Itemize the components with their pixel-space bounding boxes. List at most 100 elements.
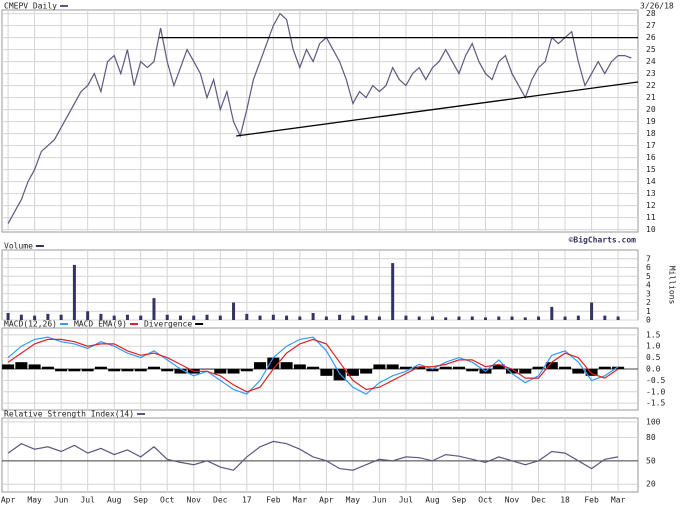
bar [147,366,160,369]
y-tick-label: 25 [646,45,656,54]
bar [112,315,116,320]
legend-label: Relative Strength Index(14) [4,410,134,419]
bar [99,313,103,320]
y-tick-label: 12 [646,201,656,210]
bar [563,316,567,320]
legend-label: CMEPV Daily [4,2,57,11]
x-tick-label: Sep [452,496,467,505]
x-tick-label: Jun [54,496,69,505]
bar [333,369,346,381]
bar [373,364,386,369]
bar [121,369,134,372]
bar [444,317,448,320]
bar [227,369,240,374]
y-tick-label: 0.0 [646,365,661,374]
y-tick-label: 20 [646,105,656,114]
bar [585,369,598,376]
y-tick-label: 23 [646,69,656,78]
bar [134,369,147,372]
bar [537,316,541,320]
y-tick-label: 10 [646,225,656,234]
y-tick-label: 15 [646,165,656,174]
bar [108,369,121,372]
bar [510,316,514,320]
bar [430,316,434,320]
bar [417,316,421,320]
bar [612,366,625,369]
bar [285,315,289,320]
bar [19,314,23,320]
bar [205,314,209,320]
bar [452,366,465,369]
bar [545,362,558,369]
bar [466,369,479,372]
y-tick-label: 24 [646,57,656,66]
bar [240,369,253,372]
bar [391,263,395,320]
y-tick-label: 19 [646,117,656,126]
series-line [7,12,632,224]
y-tick-label: 17 [646,141,656,150]
y-tick-label: 4 [646,281,651,290]
bar [298,316,302,320]
y-tick-label: 1.5 [646,330,661,339]
bar [426,369,439,372]
bar [404,315,408,320]
y-tick-label: 50 [646,456,656,465]
bar [293,364,306,369]
y-tick-label: 1 [646,307,651,316]
bar [311,313,315,320]
bar [519,369,532,374]
y-tick-label: 11 [646,213,656,222]
x-tick-label: Aug [107,496,122,505]
bar [377,316,381,320]
x-tick-label: Mar [293,496,308,505]
bar [413,366,426,369]
bar [351,315,355,320]
y-tick-label: 5 [646,272,651,281]
y-tick-label: -0.5 [646,376,665,385]
bar [320,369,333,376]
bar [324,316,328,320]
x-tick-label: Jul [80,496,95,505]
bar [307,366,320,369]
x-tick-label: Apr [1,496,16,505]
bar [550,306,554,320]
x-tick-label: Jun [372,496,387,505]
y-tick-label: 28 [646,9,656,18]
y-tick-label: 0 [646,316,651,325]
bar [165,314,169,320]
bar [532,366,545,369]
legend-label: MACD(12,26) [4,320,57,329]
y-tick-label: 0.5 [646,353,661,362]
bar [161,369,174,372]
legend-label: Divergence [144,320,192,329]
x-tick-label: 17 [242,496,252,505]
bar [245,313,249,320]
bar [192,315,196,320]
bar [214,369,227,374]
bar [271,314,275,320]
bar [94,366,107,369]
y-tick-label: 21 [646,93,656,102]
y-tick-label: 2 [646,298,651,307]
bar [125,314,129,320]
bar [590,302,594,320]
bar [86,311,90,320]
x-tick-label: Oct [160,496,175,505]
bar [46,313,50,320]
bar [41,366,54,369]
bar [139,315,143,320]
legend-label: Volume [4,242,33,251]
x-tick-label: Feb [584,496,599,505]
y-tick-label: 26 [646,33,656,42]
bar [576,315,580,320]
x-tick-label: Nov [505,496,520,505]
y-tick-label: 27 [646,21,656,30]
y-tick-label: 7 [646,254,651,263]
y-tick-label: 6 [646,263,651,272]
bar [572,369,585,374]
bar [55,369,68,372]
y-tick-label: 100 [646,417,661,426]
bar [59,314,63,320]
